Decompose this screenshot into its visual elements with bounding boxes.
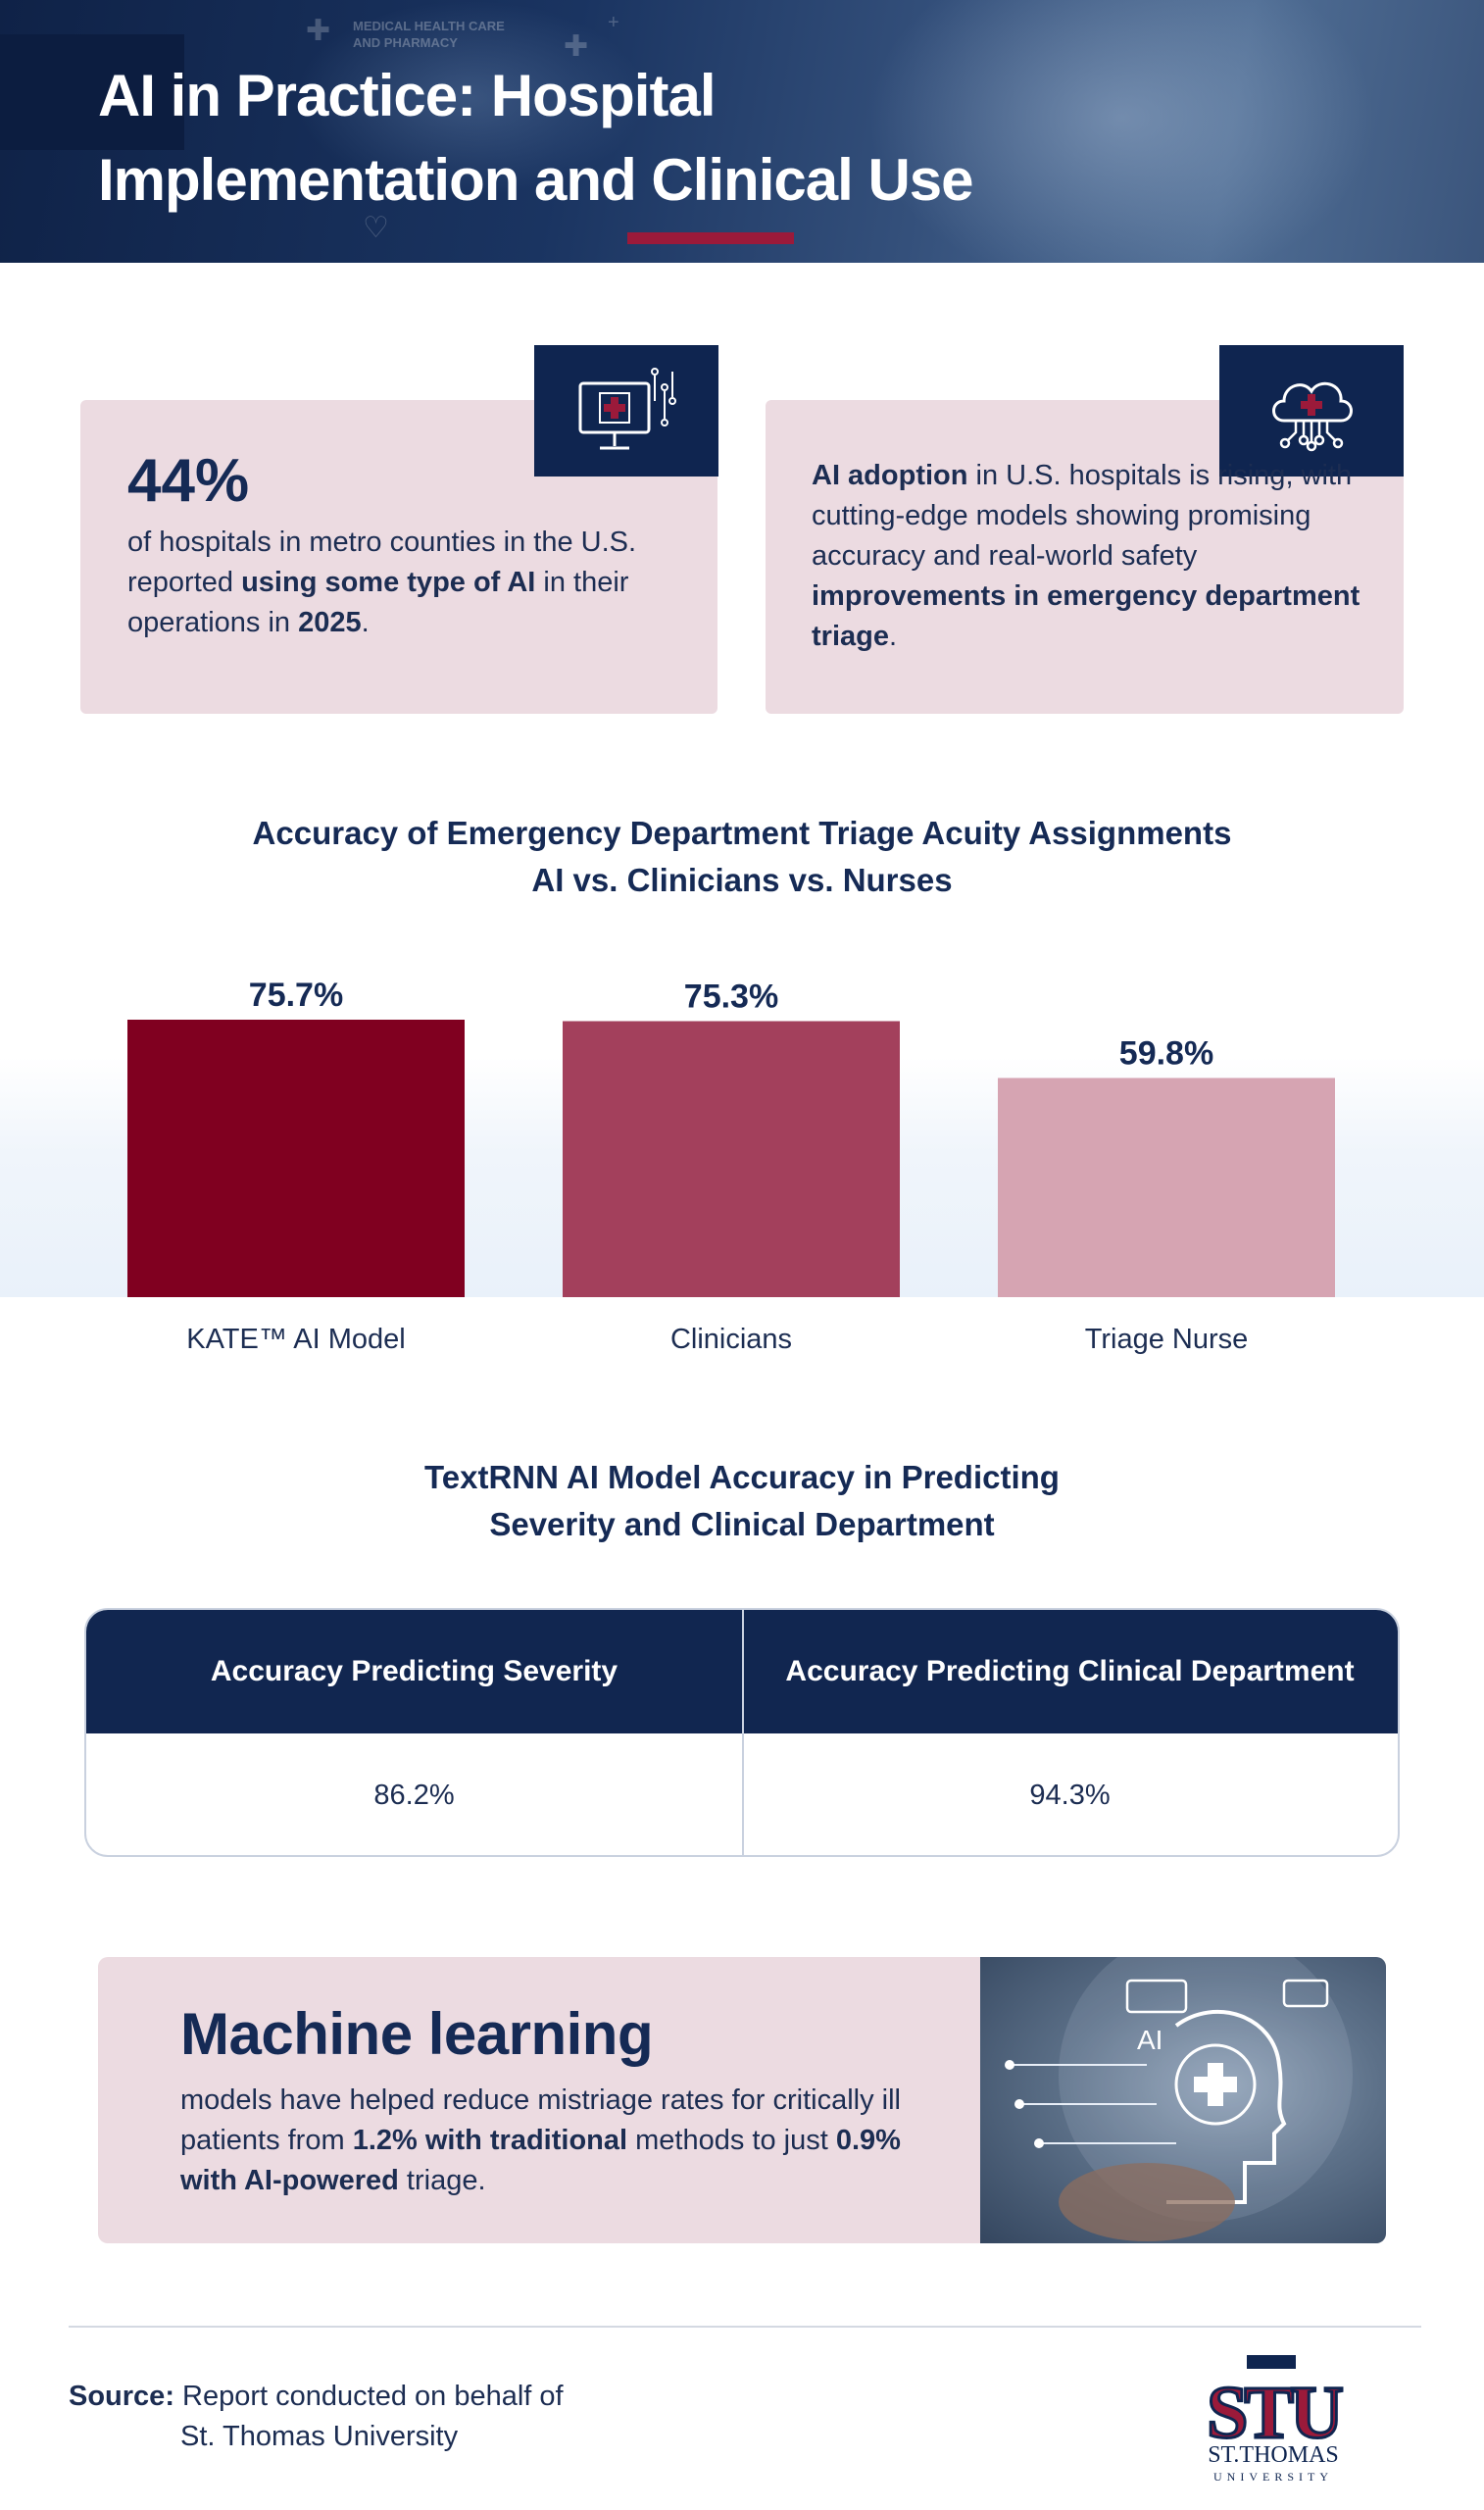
footer-divider [69,2326,1421,2328]
table-title-line: Severity and Clinical Department [489,1506,995,1542]
table-header-cell: Accuracy Predicting Severity [210,1655,618,1687]
header-glow-secondary [294,0,647,196]
bar-value-label: 75.3% [684,978,778,1015]
stat-percentage: 44% [127,447,250,515]
adoption-text: in U.S. hospitals is rising, with cuttin… [812,460,1353,572]
bar-category-label: Clinicians [670,1324,792,1355]
table-column-divider [742,1610,744,1855]
computer-medical-icon [578,368,676,450]
chart-subtitle-line: AI vs. Clinicians vs. Nurses [531,862,953,898]
logo-name: ST.THOMAS [1208,2442,1339,2468]
adoption-text: . [888,621,898,652]
ml-description: models have helped reduce mistriage rate… [180,2081,965,2201]
ml-text: models have helped reduce mistriage rate… [180,2084,901,2156]
medical-cross-icon: ✚ [306,15,331,47]
stat-text-bold: using some type of AI [241,567,536,598]
source-text: Report conducted on behalf of [182,2381,564,2412]
ai-head-icon: AI [1005,1957,1353,2241]
bar-category-label: Triage Nurse [1085,1324,1249,1355]
chart-title-line: Accuracy of Emergency Department Triage … [252,815,1232,851]
ml-text-bold: 0.9% with AI-powered [180,2125,901,2196]
table-cell: 86.2% [373,1779,455,1811]
bar-1 [127,1020,465,1297]
page-title: AI in Practice: Hospital Implementation … [98,54,1078,223]
stat-year: 2025 [298,607,362,638]
page-title-line: Implementation and Clinical Use [98,147,974,213]
adoption-text-bold: improvements in emergency department tri… [812,580,1360,652]
bar-category-label: KATE™ AI Model [186,1324,406,1355]
source-citation: Source: Report conducted on behalf of St… [69,2377,564,2457]
header-accent-block [0,34,184,150]
header-banner: ✚ ✚ + ♡ MEDICAL HEALTH CARE AND PHARMACY… [0,0,1484,263]
ml-text: methods to just [627,2125,836,2156]
table-title-line: TextRNN AI Model Accuracy in Predicting [424,1459,1060,1495]
accuracy-table: Accuracy Predicting Severity Accuracy Pr… [84,1608,1400,1857]
logo-subtitle: UNIVERSITY [1213,2470,1333,2484]
stat-text: in their operations in [127,567,629,638]
title-underline [627,232,794,244]
adoption-description: AI adoption in U.S. hospitals is rising,… [812,456,1380,657]
ml-text-bold: 1.2% with traditional [352,2125,628,2156]
ai-illustration-label: AI [1137,2025,1162,2055]
cloud-medical-icon [1272,381,1353,452]
table-title: TextRNN AI Model Accuracy in Predicting … [0,1454,1484,1548]
source-text: St. Thomas University [180,2421,459,2452]
header-glow [866,0,1376,263]
ml-text: triage. [398,2165,486,2196]
bar-value-label: 75.7% [249,977,343,1014]
bar-3 [998,1078,1335,1297]
triage-accuracy-bar-chart: 75.7% KATE™ AI Model 75.3% Clinicians 59.8% T… [127,977,1335,1355]
plus-icon: + [608,12,619,33]
logo-letters: STU [1207,2372,1342,2454]
header-background-text: MEDICAL HEALTH CARE AND PHARMACY [353,18,505,51]
adoption-text-bold: AI adoption [812,460,968,491]
chart-title: Accuracy of Emergency Department Triage … [0,810,1484,904]
medical-cross-icon: ✚ [564,30,589,63]
stat-description: of hospitals in metro counties in the U.… [127,523,696,643]
ml-heading: Machine learning [180,2001,654,2067]
stat-card-icon-box [534,345,718,477]
source-label: Source: [69,2381,174,2412]
header-bg-text-line: AND PHARMACY [353,35,458,50]
table-header-cell: Accuracy Predicting Clinical Department [785,1655,1355,1687]
ai-brain-illustration: AI [980,1957,1386,2243]
stat-text: of hospitals in metro counties in the U.… [127,527,637,598]
st-thomas-university-logo: STU ST.THOMAS UNIVERSITY [1206,2355,1348,2484]
heart-icon: ♡ [363,212,389,244]
header-bg-text-line: MEDICAL HEALTH CARE [353,19,505,33]
stat-card-icon-box [1219,345,1404,477]
page-title-line: AI in Practice: Hospital [98,63,717,128]
bar-2 [563,1021,900,1297]
stat-text: . [361,607,370,638]
table-cell: 94.3% [1029,1779,1111,1811]
bar-value-label: 59.8% [1119,1034,1213,1072]
